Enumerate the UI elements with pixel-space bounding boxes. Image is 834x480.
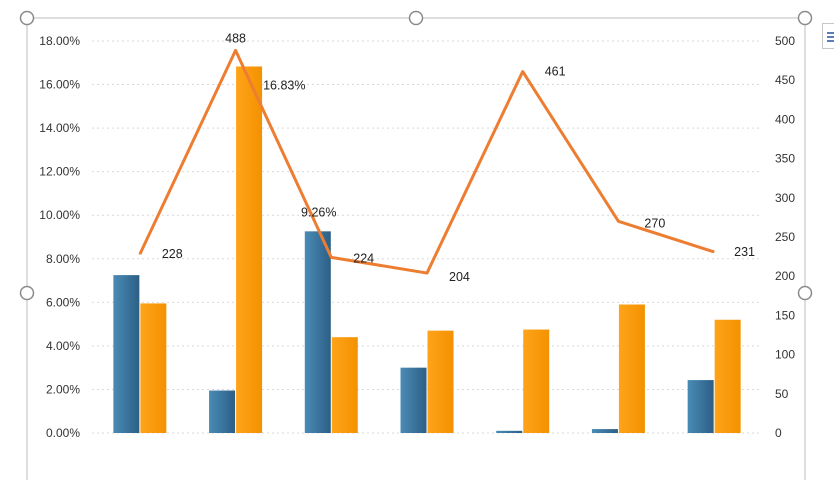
left-tick-label: 6.00% [46,295,80,309]
line-point [235,49,237,51]
left-tick-label: 4.00% [46,339,80,353]
right-tick-label: 500 [775,34,795,48]
line-data-label: 228 [162,247,183,261]
layout-options-icon[interactable] [822,23,834,49]
right-tick-label: 250 [775,230,795,244]
resize-handle-icon[interactable] [19,10,35,26]
line-series [138,48,715,275]
bar-series [113,66,741,433]
resize-handle-icon[interactable] [797,10,813,26]
left-axis-ticks: 0.00% 2.00% 4.00% 6.00% 8.00% 10.00% 12.00% 14.… [39,34,80,440]
right-tick-label: 350 [775,152,795,166]
bar-series2 [140,303,167,433]
line-point [330,256,332,258]
line-point [139,253,141,255]
right-tick-label: 400 [775,112,795,126]
resize-handle-icon[interactable] [19,285,35,301]
bar-series2 [427,330,454,433]
bar-data-label: 16.83% [263,78,305,92]
bar-series2 [618,304,645,433]
bar-series1 [209,390,236,433]
bar-series1 [400,367,427,433]
bar-series2 [236,66,263,433]
line-point [713,251,715,253]
line-data-label: 204 [449,270,470,284]
bar-series2 [523,329,550,433]
right-axis-ticks: 0 50 100 150 200 250 300 350 400 450 500 [775,34,795,440]
bar-series2 [331,337,358,433]
bar-series1 [591,429,618,433]
bar-series1 [304,231,331,433]
right-tick-label: 200 [775,269,795,283]
right-tick-label: 300 [775,191,795,205]
left-tick-label: 0.00% [46,426,80,440]
right-tick-label: 0 [775,426,782,440]
left-tick-label: 2.00% [46,382,80,396]
right-tick-label: 100 [775,348,795,362]
left-tick-label: 12.00% [39,165,80,179]
gridlines [92,40,762,434]
line-point [426,272,428,274]
bar-series1 [687,380,714,433]
line-data-label: 224 [353,251,374,265]
bar-series1 [496,430,523,433]
line-point [522,71,524,73]
right-tick-label: 450 [775,73,795,87]
resize-handle-icon[interactable] [408,10,424,26]
bar-series2 [714,319,741,433]
right-tick-label: 150 [775,308,795,322]
left-tick-label: 10.00% [39,208,80,222]
resize-handles[interactable] [19,10,813,301]
data-labels: 228 488 224 204 461 270 231 9.26% 16.83% [162,31,755,284]
right-tick-label: 50 [775,387,789,401]
bar-data-label: 9.26% [301,205,336,219]
line-point [617,220,619,222]
left-tick-label: 8.00% [46,252,80,266]
line-data-label: 231 [734,245,755,259]
resize-handle-icon[interactable] [797,285,813,301]
line-data-label: 270 [644,216,665,230]
line-data-label: 461 [545,65,566,79]
left-tick-label: 14.00% [39,121,80,135]
left-tick-label: 16.00% [39,78,80,92]
line-series-path [138,48,715,275]
bar-series1 [113,275,140,433]
line-data-label: 488 [225,31,246,45]
left-tick-label: 18.00% [39,34,80,48]
